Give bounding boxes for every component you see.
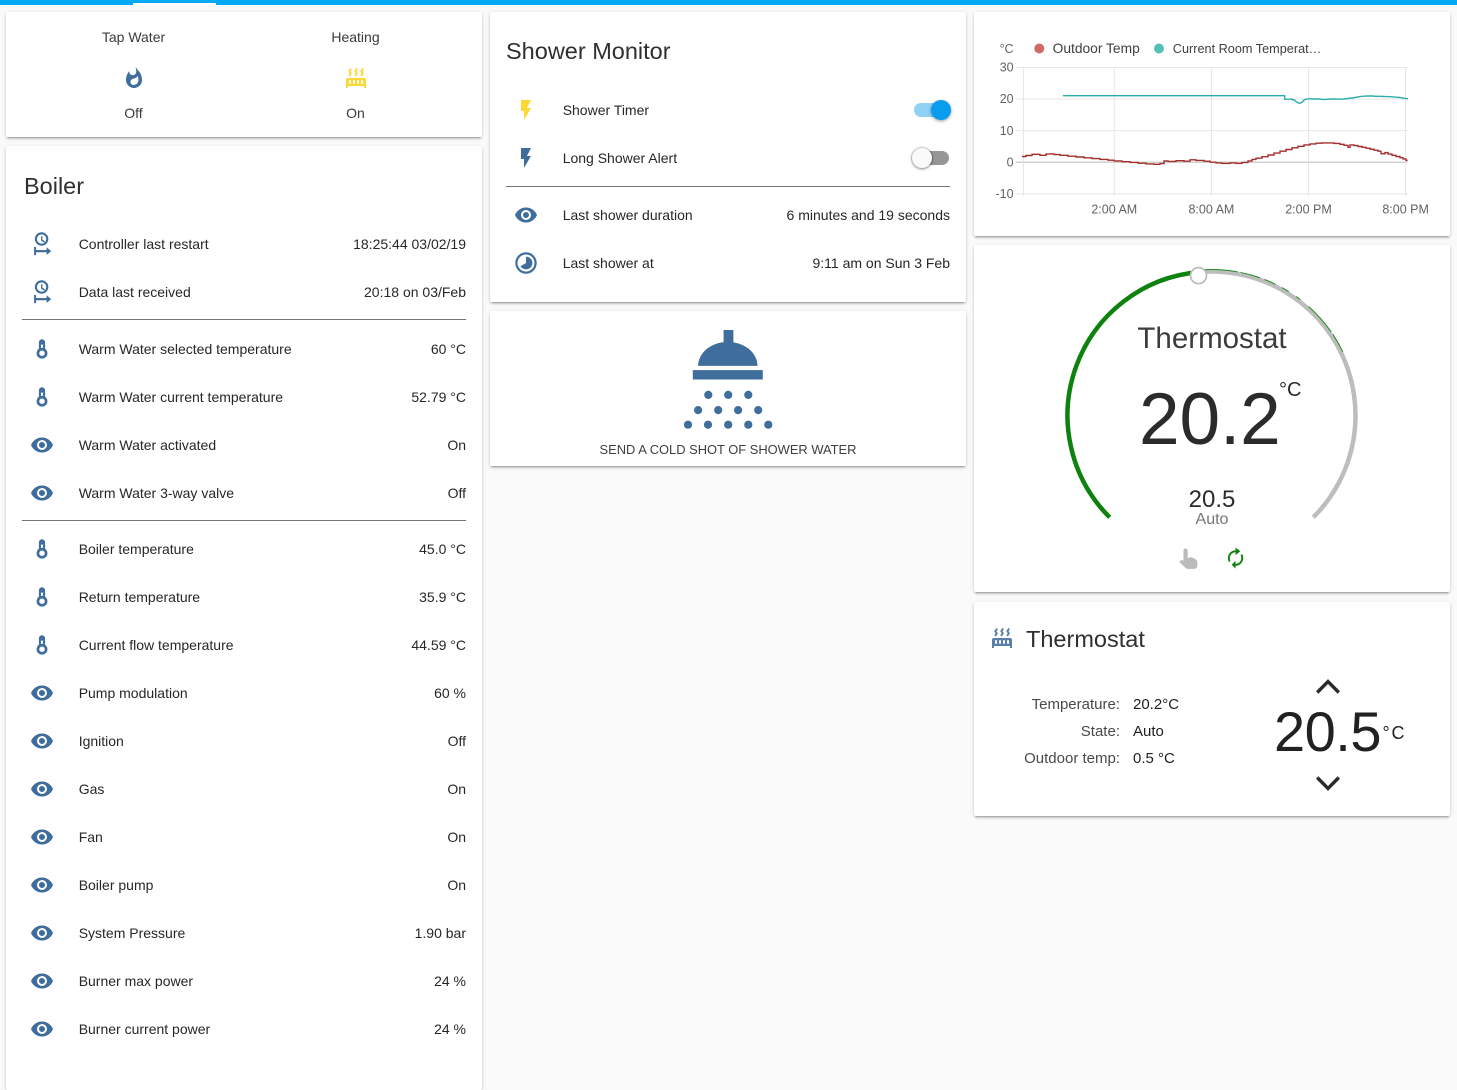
svg-text:8:00 PM: 8:00 PM <box>1382 203 1429 217</box>
svg-text:2:00 PM: 2:00 PM <box>1285 203 1332 217</box>
svg-text:20: 20 <box>1000 92 1014 106</box>
svg-text:0: 0 <box>1007 155 1014 169</box>
svg-text:-10: -10 <box>996 187 1014 201</box>
svg-text:2:00 AM: 2:00 AM <box>1091 203 1137 217</box>
svg-text:Current Room Temperat…: Current Room Temperat… <box>1173 42 1322 56</box>
svg-text:8:00 AM: 8:00 AM <box>1188 203 1234 217</box>
svg-text:10: 10 <box>1000 124 1014 138</box>
svg-text:°C: °C <box>1000 42 1014 56</box>
svg-text:Outdoor Temp: Outdoor Temp <box>1053 41 1141 56</box>
svg-text:30: 30 <box>1000 61 1014 75</box>
